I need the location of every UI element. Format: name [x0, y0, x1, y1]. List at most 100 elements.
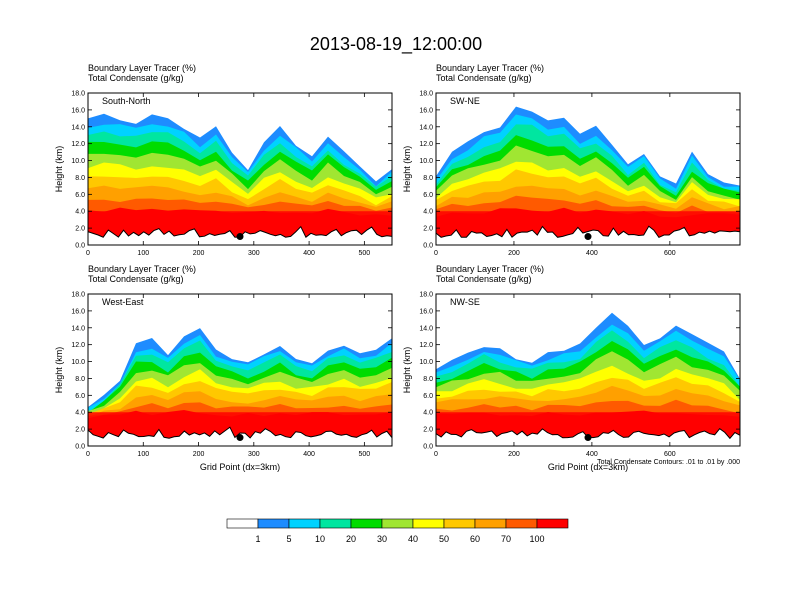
y-tick-label: 6.0: [75, 393, 85, 400]
x-tick-label: 300: [248, 250, 260, 257]
plot-frame: [435, 92, 741, 246]
panel-title-line1: Boundary Layer Tracer (%): [436, 264, 544, 274]
colorbar-swatch: [412, 518, 445, 529]
y-tick-label: 8.0: [75, 175, 85, 182]
x-tick-label: 600: [664, 250, 676, 257]
plot-frame: [435, 293, 741, 447]
y-axis-label: Height (km): [402, 347, 412, 394]
y-tick-label: 6.0: [423, 393, 433, 400]
colorbar-level-label: 20: [346, 534, 356, 544]
x-tick-label: 500: [359, 451, 371, 458]
panel-title-line2: Total Condensate (g/kg): [436, 274, 532, 284]
colorbar-swatch: [257, 518, 290, 529]
colorbar-level-label: 1: [255, 534, 260, 544]
x-tick-label: 400: [586, 451, 598, 458]
panel-south-north: South-North Boundary Layer Tracer (%)Tota…: [54, 63, 393, 257]
panel-title-line1: Boundary Layer Tracer (%): [436, 63, 544, 73]
y-axis-label: Height (km): [54, 146, 64, 193]
panel-west-east: West-East Boundary Layer Tracer (%)Total …: [54, 264, 393, 472]
y-axis-label: Height (km): [54, 347, 64, 394]
y-tick-label: 12.0: [419, 141, 433, 148]
y-tick-label: 4.0: [423, 209, 433, 216]
y-tick-label: 4.0: [75, 410, 85, 417]
x-tick-label: 200: [193, 451, 205, 458]
location-marker: [236, 434, 244, 442]
y-tick-label: 12.0: [419, 342, 433, 349]
x-tick-label: 200: [508, 250, 520, 257]
colorbar-level-label: 5: [286, 534, 291, 544]
colorbar-swatch: [319, 518, 352, 529]
colorbar-level-label: 40: [408, 534, 418, 544]
y-tick-label: 8.0: [423, 376, 433, 383]
x-tick-label: 400: [586, 250, 598, 257]
x-tick-label: 400: [303, 250, 315, 257]
y-tick-label: 18.0: [419, 91, 433, 98]
y-tick-label: 10.0: [71, 359, 85, 366]
location-marker: [236, 233, 244, 241]
panel-title-line2: Total Condensate (g/kg): [436, 73, 532, 83]
x-tick-label: 100: [137, 250, 149, 257]
y-tick-label: 2.0: [75, 427, 85, 434]
colorbar-swatch: [536, 518, 569, 529]
y-tick-label: 8.0: [75, 376, 85, 383]
y-tick-label: 16.0: [71, 107, 85, 114]
y-tick-label: 4.0: [75, 209, 85, 216]
x-tick-label: 600: [664, 451, 676, 458]
tracer-field: [88, 328, 392, 446]
y-tick-label: 0.0: [75, 243, 85, 250]
panel-title-line2: Total Condensate (g/kg): [88, 73, 184, 83]
x-tick-label: 500: [359, 250, 371, 257]
y-axis-label: Height (km): [402, 146, 412, 193]
colorbar-level-label: 50: [439, 534, 449, 544]
panel-title-line1: Boundary Layer Tracer (%): [88, 264, 196, 274]
panel-label: SW-NE: [450, 96, 480, 106]
y-tick-label: 14.0: [71, 124, 85, 131]
x-tick-label: 100: [137, 451, 149, 458]
colorbar-level-label: 10: [315, 534, 325, 544]
location-marker: [584, 434, 592, 442]
x-tick-label: 0: [434, 250, 438, 257]
tracer-field: [436, 106, 740, 245]
panel-label: South-North: [102, 96, 151, 106]
y-tick-label: 10.0: [419, 158, 433, 165]
y-tick-label: 18.0: [71, 292, 85, 299]
x-axis-label: Grid Point (dx=3km): [200, 462, 280, 472]
x-tick-label: 0: [434, 451, 438, 458]
colorbar-swatch: [505, 518, 538, 529]
colorbar-swatch: [474, 518, 507, 529]
panel-sw-ne: SW-NE Boundary Layer Tracer (%)Total Cond…: [402, 63, 741, 257]
y-tick-label: 6.0: [423, 192, 433, 199]
y-tick-label: 0.0: [423, 243, 433, 250]
y-tick-label: 18.0: [71, 91, 85, 98]
y-tick-label: 14.0: [419, 124, 433, 131]
colorbar-level-label: 100: [529, 534, 544, 544]
y-tick-label: 2.0: [423, 427, 433, 434]
colorbar: 1 5 10 20 30 40 50 60 70 100: [226, 518, 569, 544]
x-tick-label: 400: [303, 451, 315, 458]
y-tick-label: 10.0: [419, 359, 433, 366]
plot-frame: [87, 92, 393, 246]
panel-title-line1: Boundary Layer Tracer (%): [88, 63, 196, 73]
colorbar-swatch: [350, 518, 383, 529]
main-title: 2013-08-19_12:00:00: [310, 34, 482, 55]
plot-frame: [87, 293, 393, 447]
boundary-layer-band: [88, 211, 392, 237]
y-tick-label: 6.0: [75, 192, 85, 199]
x-tick-label: 200: [508, 451, 520, 458]
y-tick-label: 14.0: [419, 325, 433, 332]
y-tick-label: 4.0: [423, 410, 433, 417]
y-tick-label: 0.0: [423, 444, 433, 451]
panel-title-line2: Total Condensate (g/kg): [88, 274, 184, 284]
x-tick-label: 0: [86, 451, 90, 458]
x-tick-label: 300: [248, 451, 260, 458]
colorbar-level-label: 70: [501, 534, 511, 544]
y-tick-label: 14.0: [71, 325, 85, 332]
y-tick-label: 10.0: [71, 158, 85, 165]
tracer-field: [436, 312, 740, 446]
colorbar-level-label: 30: [377, 534, 387, 544]
y-tick-label: 18.0: [419, 292, 433, 299]
x-tick-label: 0: [86, 250, 90, 257]
y-tick-label: 2.0: [75, 226, 85, 233]
